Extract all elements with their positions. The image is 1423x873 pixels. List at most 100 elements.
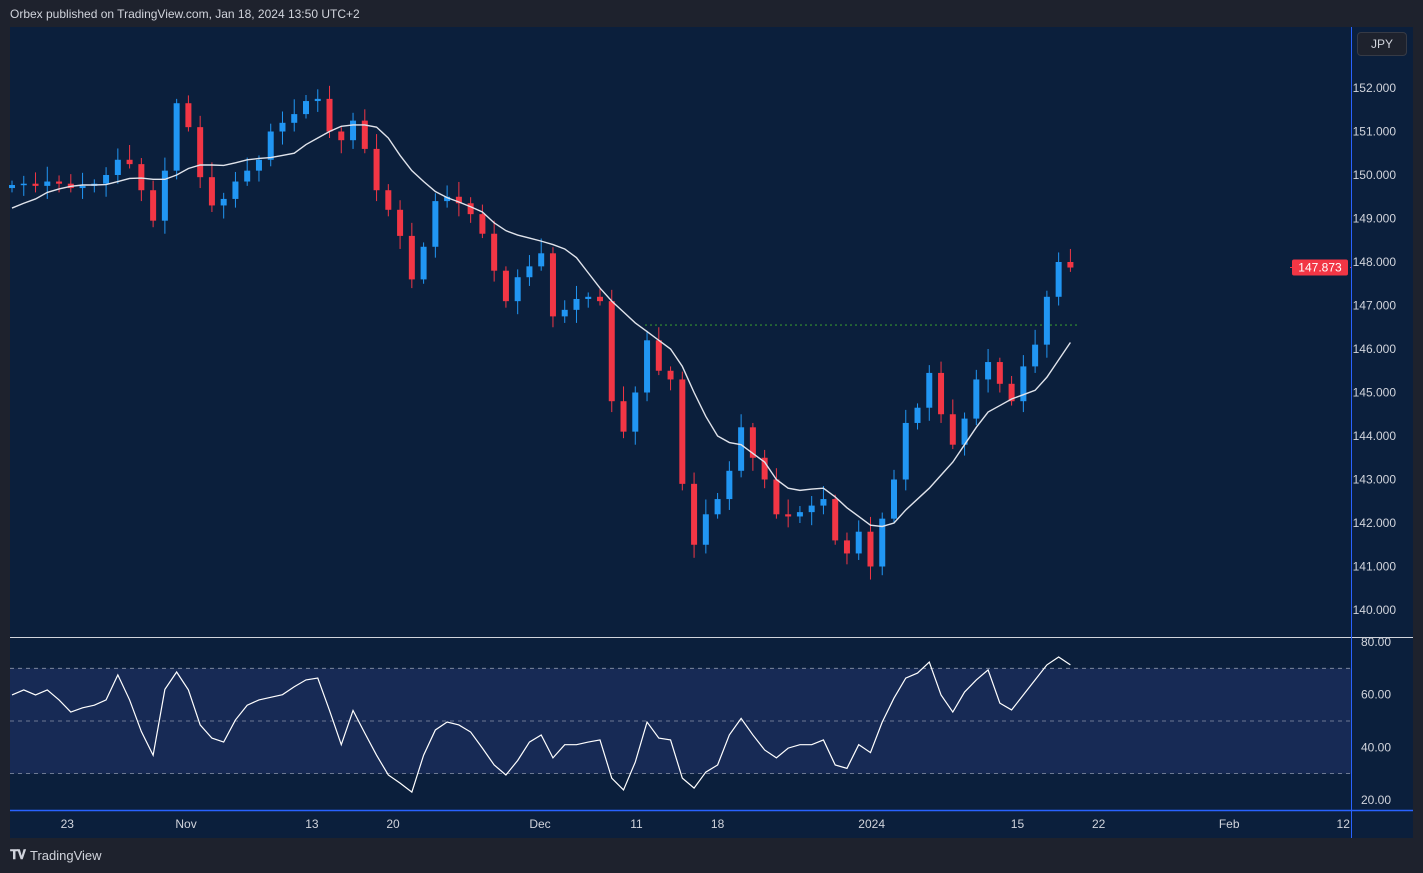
candle-body [985, 362, 992, 380]
candle-body [1020, 366, 1027, 402]
candle-body [1008, 383, 1015, 402]
candle-body [220, 198, 227, 206]
candle-body [1055, 262, 1062, 297]
time-axis[interactable]: 23 Nov 13 20 Dec 11 18 2024 15 22 Feb 12 [61, 817, 1351, 831]
candle-body [138, 164, 145, 191]
price-tick-label: 150.000 [1353, 168, 1397, 182]
candle-body [926, 372, 933, 408]
candle-body [385, 190, 392, 210]
tradingview-logo-icon: 𝐓𝐕 [10, 847, 26, 862]
candle-body [326, 98, 333, 132]
time-tick-label: 23 [61, 817, 75, 831]
candle-body [56, 181, 63, 184]
candle-body [173, 103, 180, 171]
last-price-label: 147.873 [1290, 259, 1351, 276]
publisher-header: Orbex published on TradingView.com, Jan … [10, 7, 360, 21]
time-tick-label: 18 [711, 817, 725, 831]
candle-body [44, 181, 51, 186]
candle-body [632, 392, 639, 432]
candle-body [232, 181, 239, 199]
price-tick-label: 151.000 [1353, 125, 1397, 139]
candle-body [938, 372, 945, 415]
candle-body [808, 505, 815, 513]
candle-body [1032, 344, 1039, 367]
rsi-line [11, 656, 1071, 794]
candle-body [973, 379, 980, 419]
candle-body [185, 103, 192, 128]
candles [9, 85, 1074, 580]
rsi-band-fill [10, 668, 1351, 774]
candle-body [996, 362, 1003, 384]
candle-body [608, 301, 615, 402]
time-tick-label: 2024 [858, 817, 885, 831]
rsi-tick-label: 20.00 [1361, 793, 1391, 807]
candle-body [114, 159, 121, 175]
candle-body [255, 159, 262, 171]
candle-body [773, 479, 780, 515]
price-tick-label: 147.000 [1353, 299, 1397, 313]
candle-body [891, 479, 897, 519]
price-tick-label: 141.000 [1353, 560, 1397, 574]
last-price-box [1292, 259, 1348, 276]
candle-body [1043, 296, 1050, 345]
candle-body [1067, 262, 1074, 268]
candle-body [244, 170, 251, 182]
time-tick-label: 12 [1337, 817, 1351, 831]
price-tick-label: 152.000 [1353, 81, 1397, 95]
candle-body [785, 514, 792, 517]
candle-body [9, 185, 15, 189]
candle-body [573, 298, 580, 310]
price-tick-label: 143.000 [1353, 473, 1397, 487]
rsi-band [10, 667, 1351, 775]
price-tick-label: 144.000 [1353, 429, 1397, 443]
candle-body [561, 309, 568, 317]
candle-body [796, 512, 803, 517]
candle-body [32, 183, 39, 186]
candle-body [455, 196, 462, 204]
rsi-tick-label: 60.00 [1361, 688, 1391, 702]
candle-body [691, 483, 698, 545]
candle-body [514, 277, 521, 302]
brand-name[interactable]: TradingView [30, 847, 102, 863]
candle-body [620, 401, 627, 432]
candle-body [197, 127, 204, 178]
candle-body [126, 159, 133, 165]
candle-body [549, 253, 556, 317]
candle-body [103, 175, 110, 184]
price-tick-label: 142.000 [1353, 516, 1397, 530]
candle-body [597, 296, 603, 302]
candle-body [644, 340, 651, 393]
candle-body [361, 120, 368, 149]
candle-body [726, 470, 733, 500]
candle-body [761, 457, 768, 480]
time-tick-label: 22 [1092, 817, 1106, 831]
time-tick-label: 20 [386, 817, 400, 831]
candle-body [479, 214, 486, 234]
candle-body [585, 296, 592, 299]
time-tick-label: 11 [630, 817, 643, 831]
candle-body [150, 190, 157, 221]
candle-body [491, 233, 498, 271]
candle-body [373, 148, 380, 191]
candle-body [502, 270, 509, 302]
currency-button[interactable]: JPY [1357, 32, 1407, 56]
candle-body [855, 531, 862, 554]
footer: 𝐓𝐕 TradingView [10, 847, 102, 863]
candle-body [444, 196, 451, 202]
rsi-axis[interactable]: 80.00 60.00 40.00 20.00 [1361, 635, 1391, 807]
candle-body [655, 340, 662, 371]
candle-body [279, 122, 286, 132]
candle-body [20, 183, 27, 186]
rsi-tick-label: 40.00 [1361, 740, 1391, 754]
candle-body [820, 499, 827, 506]
candle-body [338, 131, 345, 141]
price-tick-label: 148.000 [1353, 255, 1397, 269]
candle-body [79, 185, 86, 189]
candle-body [467, 203, 474, 215]
candle-body [679, 379, 686, 484]
price-axis[interactable]: 152.000 151.000 150.000 149.000 148.000 147.0… [1353, 81, 1397, 617]
candle-body [397, 209, 404, 236]
time-tick-label: Dec [529, 817, 550, 831]
candle-body [843, 540, 850, 554]
